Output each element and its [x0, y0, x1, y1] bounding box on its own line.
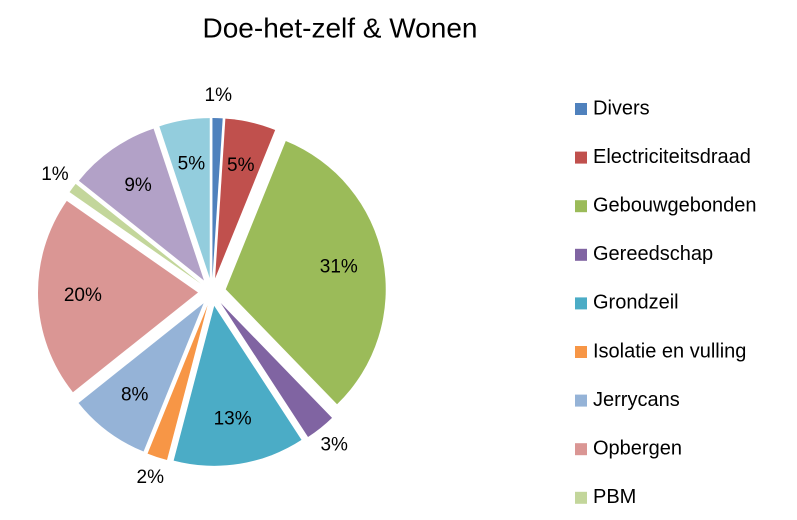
pie-slice	[159, 118, 210, 279]
data-label: 9%	[124, 175, 152, 196]
data-label: 13%	[214, 409, 252, 430]
chart-title: Doe-het-zelf & Wonen	[203, 12, 478, 43]
data-label: 5%	[178, 153, 206, 174]
data-label: 3%	[320, 434, 348, 455]
pie-slice	[225, 141, 386, 405]
legend-swatch	[575, 297, 587, 310]
legend-swatch	[575, 151, 587, 164]
data-label: 1%	[41, 164, 69, 185]
legend-swatch	[575, 346, 587, 358]
legend-label: Isolatie en vulling	[593, 340, 746, 362]
pie-slice	[78, 128, 204, 281]
pie-slice	[69, 183, 201, 284]
legend-label: Grondzeil	[593, 292, 679, 314]
data-label: 5%	[227, 155, 255, 176]
data-label: 20%	[64, 285, 102, 306]
legend-label: Opbergen	[593, 437, 682, 459]
pie-slice	[147, 305, 208, 461]
data-label: 1%	[205, 85, 233, 106]
legend-label: Divers	[593, 97, 650, 119]
pie-slice	[173, 305, 302, 466]
legend-swatch	[575, 491, 587, 504]
legend-swatch	[575, 443, 587, 456]
legend-label: Electriciteitsdraad	[593, 146, 751, 168]
data-label: 31%	[320, 256, 358, 277]
legend-label: Gereedschap	[593, 243, 713, 265]
legend-swatch	[575, 248, 587, 261]
pie-slice	[215, 118, 276, 279]
data-label: 8%	[121, 385, 149, 406]
legend-label: PBM	[593, 486, 636, 508]
legend-label: Gebouwgebonden	[593, 194, 756, 216]
data-label: 2%	[137, 467, 165, 488]
pie-slice	[212, 118, 223, 279]
pie-slice	[38, 200, 199, 393]
pie-slice	[78, 303, 204, 452]
legend-swatch	[575, 200, 587, 213]
pie-slice	[220, 302, 333, 438]
legend-swatch	[575, 394, 587, 407]
legend-swatch	[575, 103, 587, 115]
legend-label: Jerrycans	[593, 389, 680, 411]
